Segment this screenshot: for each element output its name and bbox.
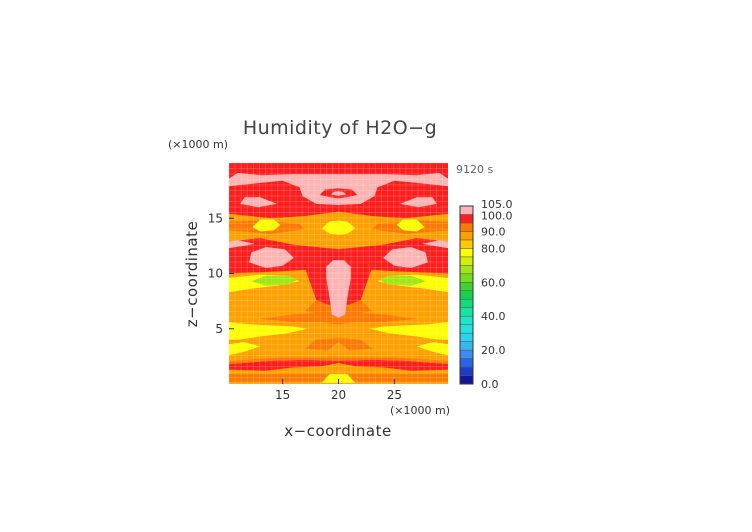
contour-region-4 [229,357,448,365]
contour-region-8 [229,322,308,340]
x-tick-label: 20 [331,388,346,402]
colorbar-level [459,248,474,258]
contour-region-21 [229,240,255,249]
colorbar-level [459,222,474,232]
colorbar-level [459,307,474,317]
contour-region-25 [252,219,281,232]
contour-region-30 [240,197,277,208]
contour-region-19 [249,247,294,268]
contour-region-15 [379,275,426,286]
contour-region-2 [321,374,356,383]
contour-region-7 [416,342,448,356]
x-tick-label: 25 [387,388,402,402]
contour-region-31 [400,197,437,208]
colorbar-level [459,265,474,275]
y-axis-unit: (×1000 m) [168,138,228,151]
colorbar-tick-label: 80.0 [481,242,506,255]
contour-region-6 [229,342,261,356]
colorbar-level [459,231,474,241]
colorbar-level [459,315,474,325]
colorbar-tick-label: 90.0 [481,225,506,238]
y-tick-label: 15 [208,211,223,225]
colorbar-level [459,273,474,283]
contour-region-3 [229,359,448,371]
colorbar-level [459,341,474,351]
colorbar-level [459,214,474,224]
contour-region-14 [251,275,298,286]
y-tick-label: 5 [215,322,223,336]
colorbar-tick-label: 20.0 [481,344,506,357]
colorbar-level [459,282,474,292]
colorbar-level [459,290,474,300]
contour-region-9 [369,322,448,340]
y-axis-ticks: 5 10 15 [208,211,234,336]
colorbar-level [459,324,474,334]
colorbar-level [459,349,474,359]
colorbar-frame [459,205,474,385]
contour-region-36 [322,166,355,172]
x-axis-label: x−coordinate [284,422,391,440]
x-tick-label: 15 [275,388,290,402]
contour-region-5 [305,337,372,351]
colorbar-tick-label: 105.0 [481,198,513,211]
contour-region-27 [321,220,356,235]
contour-region-33 [330,191,347,196]
x-axis-unit: (×1000 m) [390,404,450,417]
contour-region-26 [396,219,425,232]
colorbar-level [459,256,474,266]
plot-area [229,163,448,384]
colorbar-level [459,205,474,215]
plot-gridlines [229,163,448,384]
colorbar-tick-label: 40.0 [481,310,506,323]
contour-region-22 [422,240,448,249]
colorbar-tick-label: 60.0 [481,276,506,289]
colorbar-tick-label: 100.0 [481,209,513,222]
colorbar-level [459,358,474,368]
colorbar-tick-label: 0.0 [481,378,499,391]
colorbar-level [459,239,474,249]
colorbar [459,205,474,385]
contour-region-18 [326,260,351,318]
y-tick-label: 10 [208,267,223,281]
contour-region-20 [383,247,428,268]
contour-regions [229,163,448,384]
contour-region-10 [260,312,417,325]
y-axis-label: z−coordinate [183,221,201,327]
time-label: 9120 s [456,163,493,176]
x-axis-ticks: 15 20 25 [275,379,402,402]
colorbar-level [459,366,474,376]
contour-region-34 [229,164,255,172]
chart-title: Humidity of H2O−g [243,117,437,139]
contour-region-35 [422,164,448,172]
colorbar-level [459,298,474,308]
colorbar-level [459,332,474,342]
colorbar-level [459,375,474,385]
